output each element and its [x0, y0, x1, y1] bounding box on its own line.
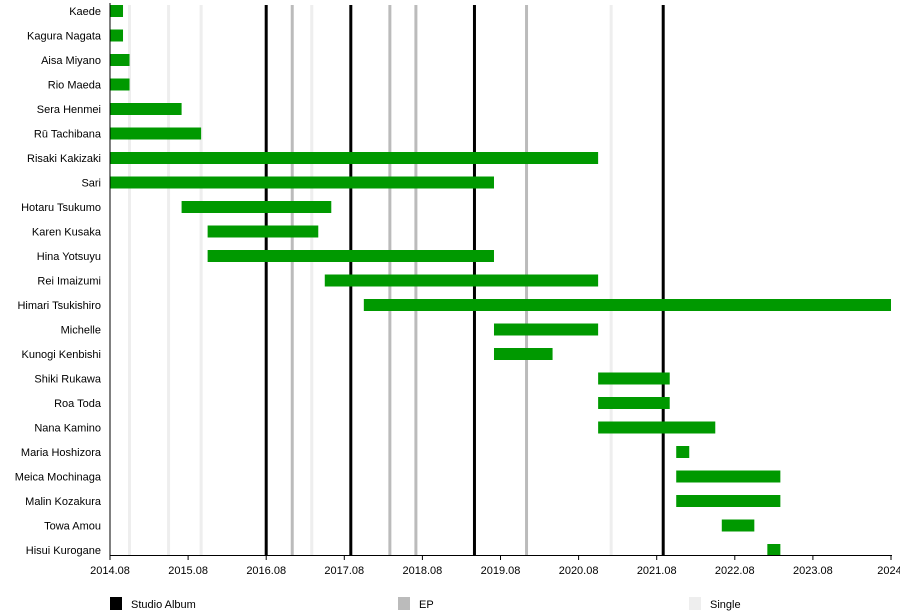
member-bar	[110, 54, 130, 66]
member-label: Rū Tachibana	[34, 129, 102, 141]
member-bar	[110, 176, 494, 189]
member-label: Meica Mochinaga	[15, 472, 102, 484]
legend-label: Studio Album	[131, 599, 196, 611]
member-bars	[110, 5, 891, 556]
member-bar	[767, 544, 781, 556]
member-bar	[110, 127, 202, 140]
member-bar	[207, 225, 319, 238]
member-bar	[493, 348, 553, 360]
member-label: Risaki Kakizaki	[27, 153, 101, 165]
member-label: Sari	[81, 178, 101, 190]
x-tick-label: 2017.08	[324, 565, 364, 577]
x-ticks: 2014.08 2015.08 2016.08 2017.08 2018.08 2019.…	[90, 555, 900, 577]
member-label: Towa Amou	[44, 521, 101, 533]
member-bar	[676, 495, 781, 507]
member-label: Hisui Kurogane	[26, 545, 101, 557]
member-bar	[598, 421, 716, 434]
member-label: Himari Tsukishiro	[17, 300, 101, 312]
member-labels: Kaede Kagura Nagata Aisa Miyano Rio Maeda Se…	[15, 6, 102, 557]
member-bar	[676, 446, 690, 458]
member-bar	[110, 78, 130, 91]
member-label: Aisa Miyano	[41, 55, 101, 67]
x-tick-label: 2021.08	[637, 565, 677, 577]
member-bar	[676, 470, 781, 483]
x-tick-label: 2020.08	[559, 565, 599, 577]
member-label: Michelle	[61, 325, 101, 337]
member-bar	[721, 519, 755, 532]
member-label: Rio Maeda	[48, 80, 102, 92]
x-tick-label: 2015.08	[168, 565, 208, 577]
member-bar	[493, 323, 599, 336]
member-label: Maria Hoshizora	[21, 447, 102, 459]
member-label: Kagura Nagata	[27, 31, 102, 43]
release-lines	[128, 5, 665, 555]
member-label: Kaede	[69, 6, 101, 18]
legend-label: Single	[710, 599, 741, 611]
member-label: Sera Henmei	[37, 104, 101, 116]
x-tick-label: 2019.08	[481, 565, 521, 577]
member-bar	[363, 299, 891, 311]
member-label: Roa Toda	[54, 398, 102, 410]
legend-label: EP	[419, 599, 434, 611]
member-label: Kunogi Kenbishi	[21, 349, 101, 361]
member-label: Karen Kusaka	[32, 227, 102, 239]
x-tick-label: 2024.	[877, 565, 900, 577]
x-tick-label: 2016.08	[246, 565, 286, 577]
legend-swatch	[110, 597, 122, 610]
member-label: Hotaru Tsukumo	[21, 202, 101, 214]
member-bar	[181, 201, 332, 213]
member-label: Shiki Rukawa	[34, 374, 102, 386]
x-tick-label: 2022.08	[715, 565, 755, 577]
member-bar	[110, 5, 124, 17]
member-label: Hina Yotsuyu	[37, 251, 101, 263]
member-bar	[110, 152, 599, 164]
member-bar	[598, 372, 670, 385]
member-bar	[110, 103, 182, 115]
member-bar	[324, 274, 599, 287]
member-label: Nana Kamino	[34, 423, 101, 435]
member-bar	[598, 397, 670, 409]
legend-swatch	[689, 597, 701, 610]
member-label: Rei Imaizumi	[37, 276, 101, 288]
x-tick-label: 2014.08	[90, 565, 130, 577]
x-tick-label: 2018.08	[403, 565, 443, 577]
member-label: Malin Kozakura	[25, 496, 102, 508]
legend-swatch	[398, 597, 410, 610]
legend: Studio Album EP Single	[110, 597, 741, 611]
member-bar	[110, 29, 124, 42]
member-bar	[207, 250, 494, 262]
x-tick-label: 2023.08	[793, 565, 833, 577]
